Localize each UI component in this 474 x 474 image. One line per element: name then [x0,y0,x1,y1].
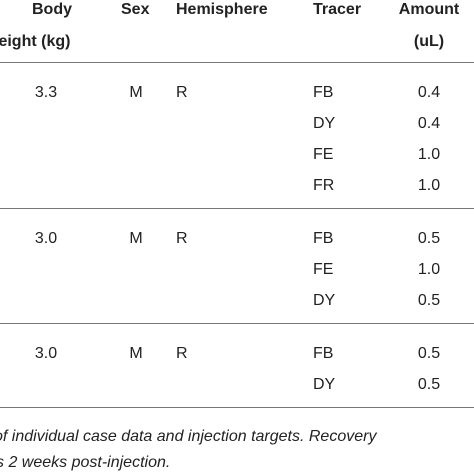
hemisphere-cell: R [176,345,188,362]
header-cell: weight (kg) [0,33,71,50]
amount-cell: 0.4 [417,84,441,101]
tracer-cell: FE [313,261,334,278]
tracer-cell: FB [313,345,334,362]
table-rule [0,323,474,324]
header-cell: Hemisphere [176,1,268,18]
header-cell: (uL) [413,33,445,50]
header-cell: Body [32,1,72,18]
weight-cell: 3.3 [34,84,58,101]
amount-cell: 0.5 [417,345,441,362]
amount-cell: 1.0 [417,177,441,194]
amount-cell: 0.5 [417,376,441,393]
weight-cell: 3.0 [34,230,58,247]
header-cell: Tracer [313,1,362,18]
amount-cell: 1.0 [417,261,441,278]
sex-cell: M [129,345,143,362]
amount-cell: 0.5 [417,230,441,247]
table-rule [0,407,474,408]
sex-cell: M [129,84,143,101]
caption-line: of individual case data and injection ta… [0,428,377,445]
table-rule [0,208,474,209]
header-cell: Amount [398,1,460,18]
sex-cell: M [129,230,143,247]
header-cell: Sex [121,1,150,18]
tracer-cell: DY [313,115,336,132]
tracer-cell: FB [313,230,334,247]
amount-cell: 0.5 [417,292,441,309]
tracer-cell: DY [313,292,336,309]
table-rule [0,62,474,63]
tracer-cell: DY [313,376,336,393]
tracer-cell: FR [313,177,335,194]
amount-cell: 1.0 [417,146,441,163]
hemisphere-cell: R [176,230,188,247]
hemisphere-cell: R [176,84,188,101]
amount-cell: 0.4 [417,115,441,132]
tracer-cell: FB [313,84,334,101]
weight-cell: 3.0 [34,345,58,362]
tracer-cell: FE [313,146,334,163]
caption-line: s 2 weeks post-injection. [0,454,171,471]
